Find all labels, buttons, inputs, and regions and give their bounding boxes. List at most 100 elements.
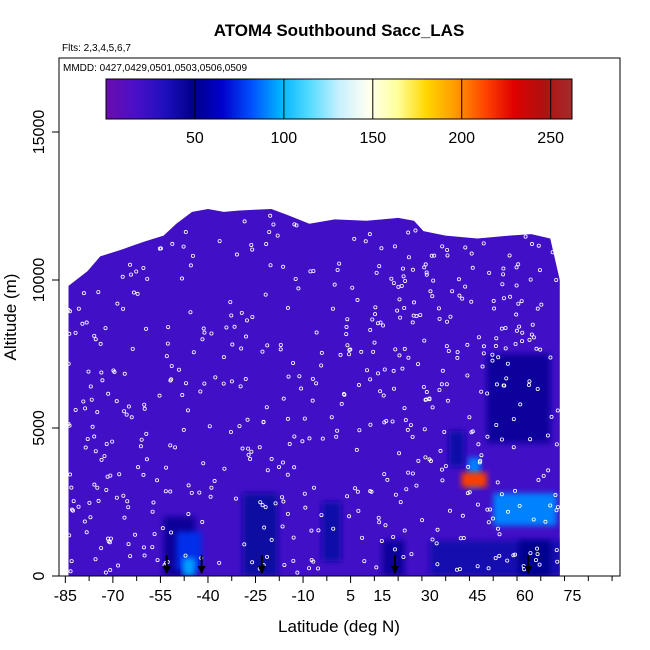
sample-point: [457, 293, 462, 298]
x-axis-label: Latitude (deg N): [278, 617, 400, 636]
sample-point: [141, 545, 146, 550]
sample-point: [363, 239, 368, 244]
sample-point: [398, 315, 403, 320]
sample-point: [250, 314, 255, 319]
sample-point: [504, 376, 509, 381]
sample-point: [352, 236, 357, 241]
sample-point: [357, 428, 362, 433]
sample-point: [242, 219, 247, 224]
sample-point: [239, 310, 244, 315]
sample-point: [440, 368, 445, 373]
sample-point: [122, 409, 127, 414]
sample-point: [100, 378, 105, 383]
sample-point: [128, 554, 133, 559]
sample-point: [339, 401, 344, 406]
sample-point: [431, 278, 436, 283]
sample-point: [282, 562, 287, 567]
sample-point: [69, 507, 74, 512]
sample-point: [554, 442, 559, 447]
sample-point: [217, 239, 222, 244]
sample-point: [267, 229, 272, 234]
sample-point: [486, 566, 491, 571]
sample-point: [183, 553, 188, 558]
sample-point: [82, 519, 87, 524]
colorbar: 50 100 150 200 250: [105, 78, 573, 147]
sample-point: [133, 532, 138, 537]
sample-point: [209, 485, 214, 490]
sample-point: [108, 536, 113, 541]
sample-point: [374, 270, 379, 275]
sample-point: [404, 487, 409, 492]
sample-point: [84, 320, 89, 325]
sample-point: [129, 415, 134, 420]
sample-point: [476, 335, 481, 340]
x-tick-label: -70: [101, 588, 124, 605]
sample-point: [186, 511, 191, 516]
sample-point: [373, 312, 378, 317]
sample-point: [217, 560, 222, 565]
sample-point: [181, 244, 186, 249]
sample-point: [454, 567, 459, 572]
x-tick-label: 45: [468, 588, 486, 605]
sample-points: [66, 213, 560, 575]
sample-point: [350, 285, 355, 290]
sample-point: [307, 566, 312, 571]
sample-point: [511, 445, 516, 450]
sample-point: [447, 508, 452, 513]
sample-point: [86, 369, 91, 374]
sample-point: [190, 253, 195, 258]
sample-point: [469, 430, 474, 435]
sample-point: [379, 246, 384, 251]
sample-point: [294, 223, 299, 228]
sample-point: [115, 301, 120, 306]
sample-point: [499, 492, 504, 497]
sample-point: [151, 500, 156, 505]
sample-point: [104, 441, 109, 446]
sample-point: [393, 492, 398, 497]
sample-point: [67, 331, 72, 336]
sample-point: [95, 410, 100, 415]
sample-point: [439, 467, 444, 472]
sample-point: [456, 277, 461, 282]
sample-point: [200, 337, 205, 342]
sample-point: [311, 485, 316, 490]
sample-point: [126, 404, 131, 409]
heatmap-cell: [322, 502, 342, 562]
sample-point: [176, 367, 181, 372]
sample-point: [513, 488, 518, 493]
sample-point: [418, 313, 423, 318]
sample-point: [402, 528, 407, 533]
sample-point: [285, 511, 290, 516]
sample-point: [144, 431, 149, 436]
sample-point: [104, 487, 109, 492]
sample-point: [503, 326, 508, 331]
sample-point: [362, 559, 367, 564]
sample-point: [490, 358, 495, 363]
sample-point: [99, 370, 104, 375]
sample-point: [445, 398, 450, 403]
sample-point: [391, 368, 396, 373]
sample-point: [68, 569, 73, 574]
flights-note: Flts: 2,3,4,5,6,7: [62, 43, 131, 54]
sample-point: [397, 297, 402, 302]
sample-point: [186, 408, 191, 413]
sample-point: [131, 290, 136, 295]
sample-point: [455, 355, 460, 360]
sample-point: [423, 397, 428, 402]
sample-point: [92, 482, 97, 487]
sample-point: [68, 472, 73, 477]
sample-point: [368, 328, 373, 333]
sample-point: [505, 558, 510, 563]
sample-point: [150, 509, 155, 514]
sample-point: [534, 346, 539, 351]
sample-point: [475, 502, 480, 507]
sample-point: [555, 505, 560, 510]
chart-title: ATOM4 Southbound Sacc_LAS: [214, 21, 465, 40]
sample-point: [375, 321, 380, 326]
sample-point: [494, 422, 499, 427]
sample-point: [428, 289, 433, 294]
sample-point: [278, 347, 283, 352]
sample-point: [141, 265, 146, 270]
sample-point: [164, 465, 169, 470]
sample-point: [410, 471, 415, 476]
